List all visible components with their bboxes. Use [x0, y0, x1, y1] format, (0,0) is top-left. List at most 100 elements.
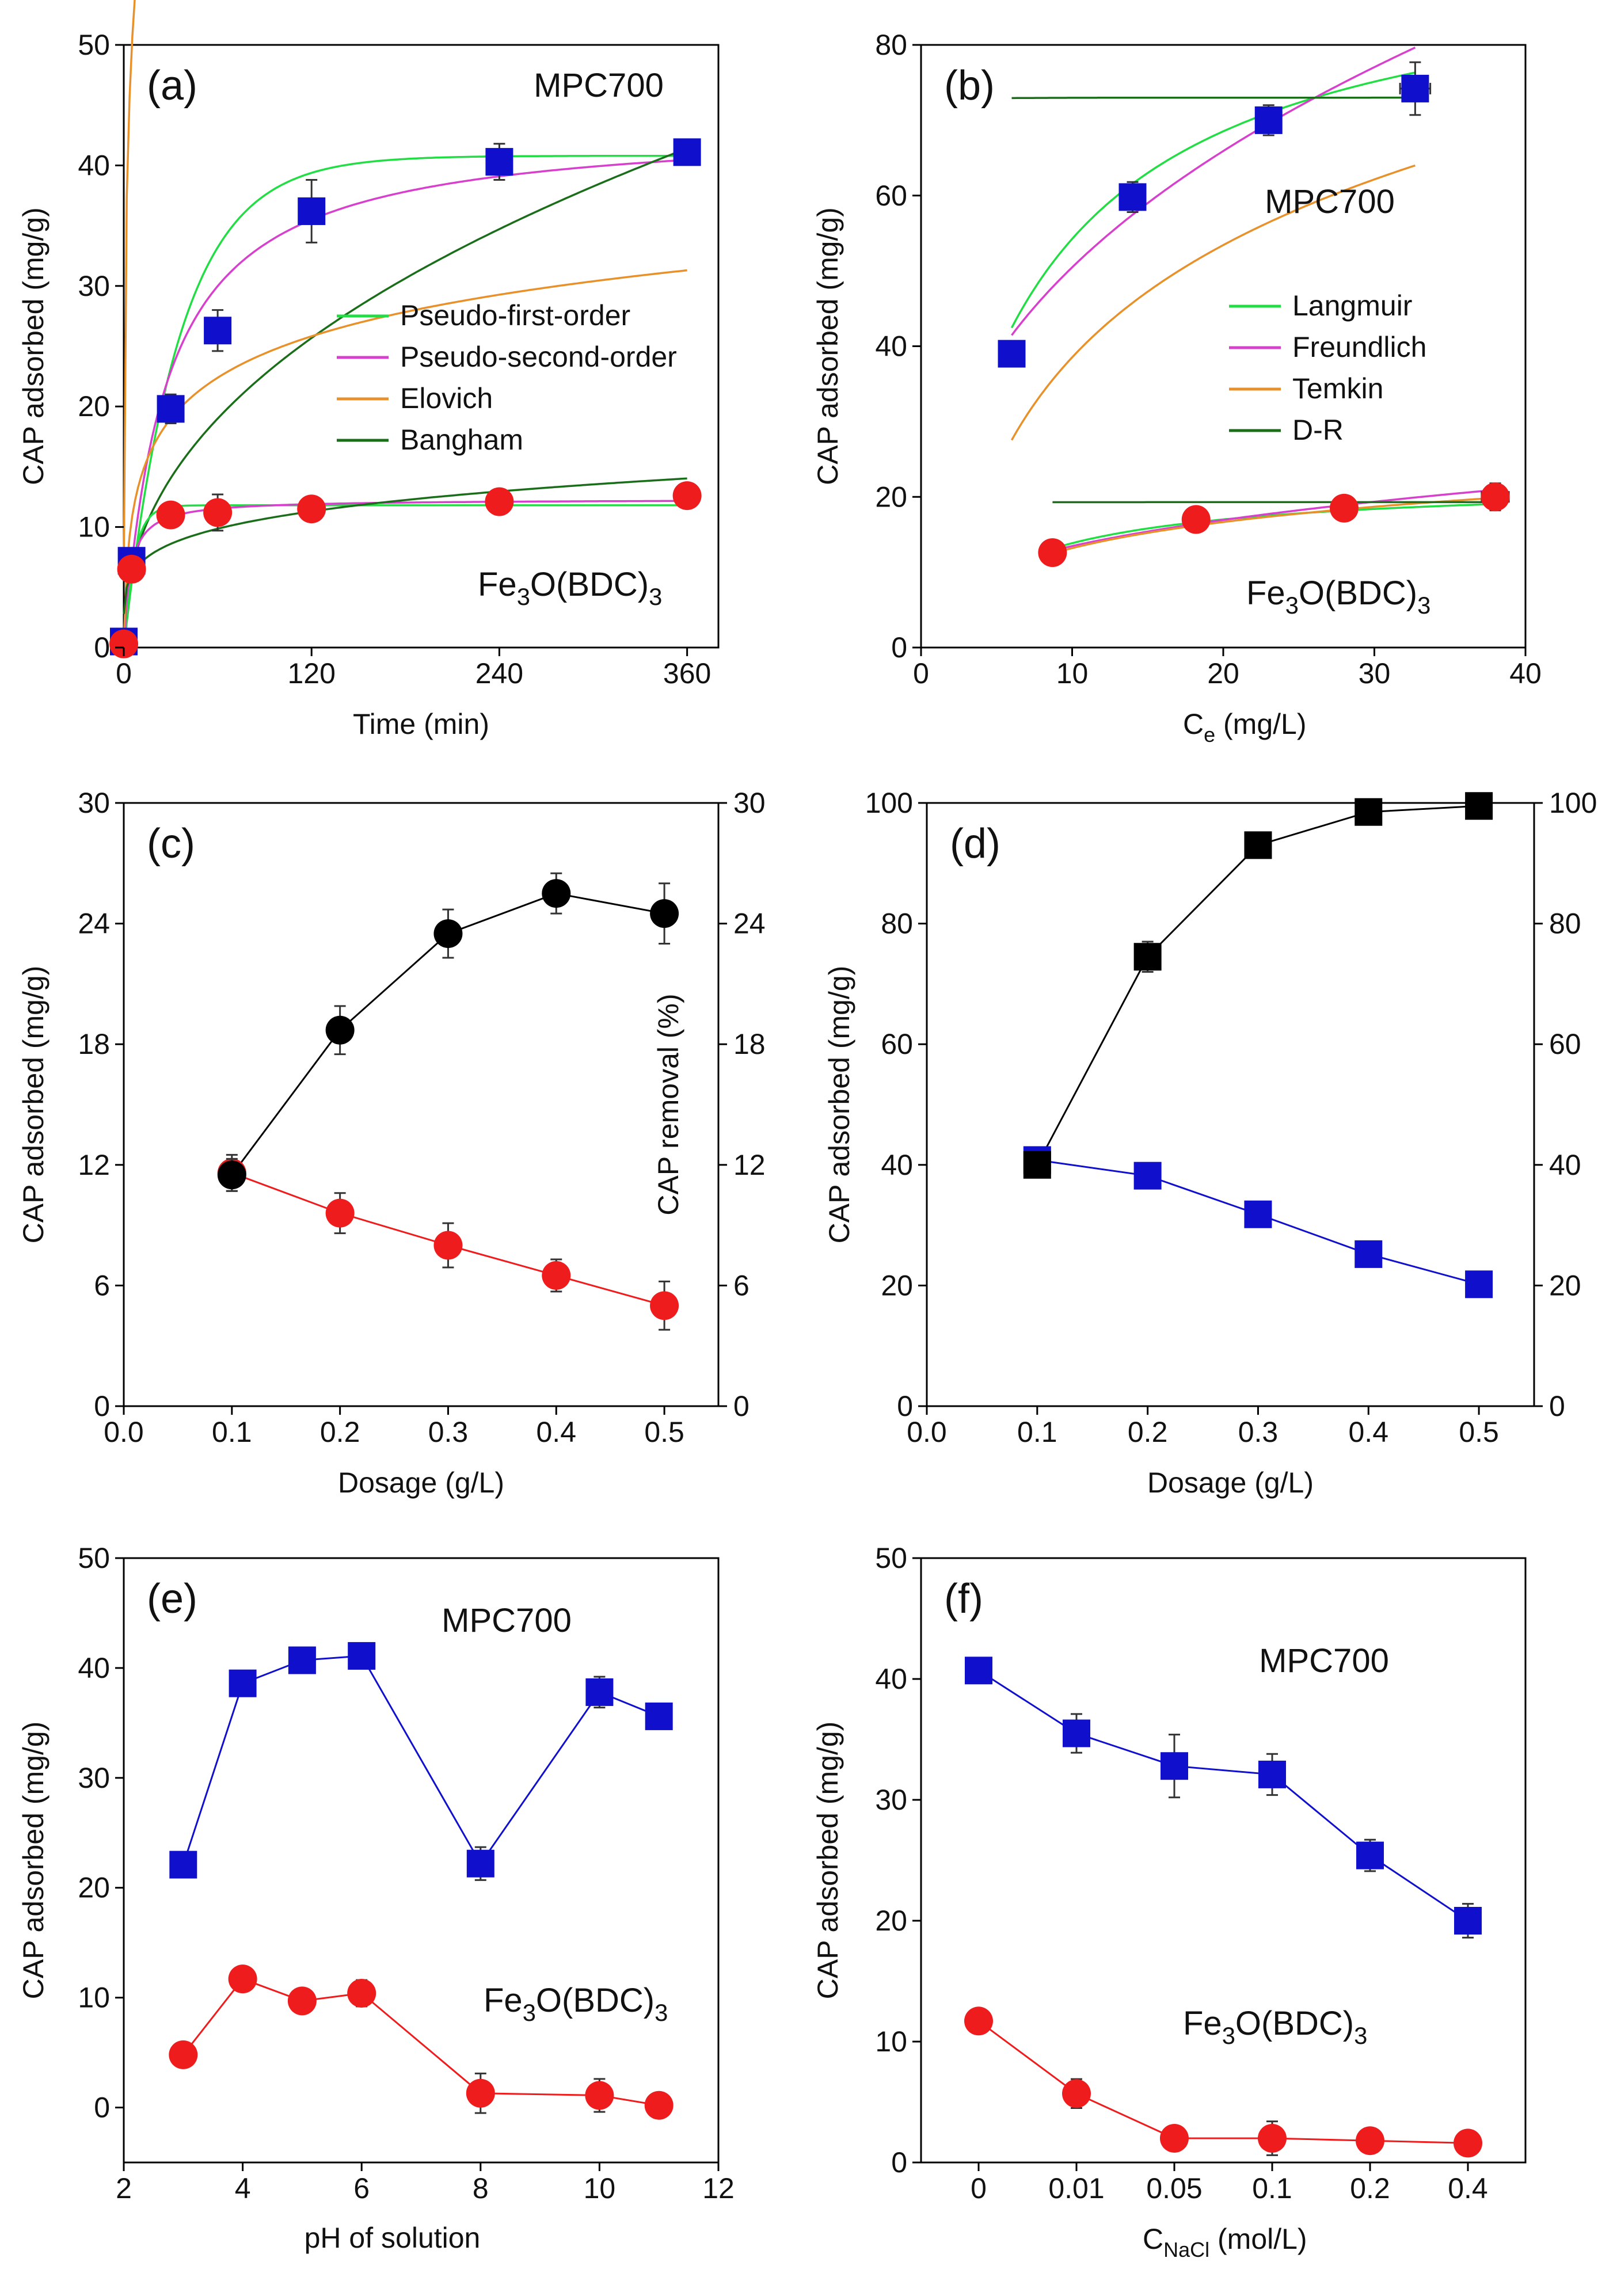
- x-axis-label: Time (min): [353, 708, 489, 740]
- fe3o-bdc3-label-sub: 3: [517, 583, 530, 610]
- x-tick-label: 6: [353, 2172, 370, 2204]
- legend-label: Bangham: [400, 424, 523, 456]
- data-point: [157, 395, 185, 423]
- data-point: [542, 1261, 571, 1290]
- data-point: [1356, 1841, 1384, 1869]
- x-tick-label: 40: [1509, 657, 1542, 690]
- fe3o-bdc3-label-part: Fe: [1183, 2005, 1222, 2042]
- y2-tick-label: 12: [733, 1149, 766, 1181]
- data-point: [672, 481, 702, 511]
- legend-label: Freundlich: [1292, 331, 1426, 363]
- series-line: [978, 2020, 1468, 2144]
- y-tick-label: 18: [78, 1028, 110, 1060]
- y-axis-label: CAP adsorbed (mg/g): [823, 966, 855, 1244]
- x-axis-label-part: (mol/L): [1209, 2223, 1307, 2255]
- panel-label: (f): [944, 1576, 983, 1622]
- legend-label: Pseudo-second-order: [400, 341, 677, 373]
- y-tick-label: 0: [94, 631, 110, 664]
- y-tick-label: 10: [875, 2025, 907, 2058]
- panel-label: (e): [147, 1576, 197, 1622]
- x-tick-label: 0.2: [1350, 2172, 1390, 2204]
- data-point: [109, 629, 138, 658]
- y-axis-label: CAP adsorbed (mg/g): [17, 1722, 50, 2000]
- y-tick-label: 40: [881, 1149, 913, 1181]
- fit-curve-pfo: [123, 154, 687, 646]
- fe3o-bdc3-label: Fe3O(BDC)3: [1183, 2005, 1367, 2049]
- mpc700-label: MPC700: [1265, 183, 1395, 220]
- x-tick-label: 0.2: [1128, 1416, 1168, 1448]
- series-line: [978, 1670, 1468, 1922]
- fe3o-bdc3-label: Fe3O(BDC)3: [478, 566, 662, 610]
- y-tick-label: 30: [78, 1762, 110, 1794]
- y-tick-label: 50: [875, 1542, 907, 1574]
- x-axis-label-part: C: [1143, 2223, 1163, 2255]
- x-axis-label-sub: NaCl: [1163, 2238, 1209, 2261]
- data-point: [156, 500, 185, 530]
- fe3o-bdc3-label-sub: 3: [649, 583, 662, 610]
- x-tick-label: 0.5: [1459, 1416, 1499, 1448]
- x-tick-label: 240: [475, 657, 523, 690]
- data-point: [650, 899, 679, 928]
- data-point: [1244, 1200, 1272, 1228]
- panel-label: (d): [950, 821, 1000, 867]
- y-tick-label: 40: [875, 330, 907, 363]
- data-point: [169, 1850, 197, 1879]
- x-tick-label: 0.05: [1146, 2172, 1202, 2204]
- data-point: [1063, 1719, 1090, 1747]
- fit-curve-langmuir: [1052, 502, 1496, 550]
- data-point: [1023, 1151, 1051, 1179]
- data-point: [433, 919, 463, 949]
- x-axis-label: pH of solution: [305, 2222, 481, 2254]
- y-tick-label: 40: [78, 1652, 110, 1684]
- y-axis-label: CAP adsorbed (mg/g): [17, 966, 50, 1244]
- data-point: [1465, 792, 1493, 820]
- x-tick-label: 0.4: [537, 1416, 577, 1448]
- data-point: [1481, 482, 1510, 512]
- data-point: [1244, 831, 1272, 859]
- data-point: [348, 1642, 376, 1670]
- mpc700-label: MPC700: [534, 67, 664, 104]
- y-tick-label: 40: [875, 1663, 907, 1695]
- data-point: [433, 1231, 463, 1260]
- y-tick-label: 80: [881, 908, 913, 940]
- data-point: [347, 1979, 376, 2008]
- x-tick-label: 120: [287, 657, 335, 690]
- fe3o-bdc3-label-part: Fe: [478, 566, 517, 603]
- data-point: [965, 1657, 992, 1685]
- y2-tick-label: 30: [733, 787, 766, 819]
- data-point: [288, 1646, 316, 1674]
- y-tick-label: 20: [78, 390, 110, 422]
- fe3o-bdc3-label-sub: 3: [1354, 2022, 1367, 2049]
- plot-frame-a: [123, 44, 720, 649]
- y-tick-label: 10: [78, 1982, 110, 2014]
- y-tick-label: 0: [891, 2146, 907, 2179]
- data-point: [485, 487, 514, 516]
- data-point: [1133, 1162, 1162, 1190]
- x-tick-label: 0.0: [104, 1416, 144, 1448]
- data-point: [1160, 2124, 1189, 2153]
- x-axis-label-part: (mg/L): [1215, 708, 1306, 740]
- x-tick-label: 0.3: [428, 1416, 469, 1448]
- data-point: [585, 2081, 614, 2110]
- fe3o-bdc3-label-sub: 3: [523, 1999, 536, 2026]
- data-point: [485, 148, 513, 176]
- data-point: [169, 2040, 198, 2069]
- fit-curve-freundlich: [1052, 489, 1496, 552]
- data-point: [298, 197, 326, 225]
- y-tick-label: 0: [891, 631, 907, 664]
- x-tick-label: 0.4: [1349, 1416, 1389, 1448]
- data-point: [1038, 538, 1067, 568]
- y2-tick-label: 6: [733, 1269, 749, 1301]
- x-tick-label: 0.5: [644, 1416, 684, 1448]
- panel-label: (c): [147, 821, 195, 867]
- data-point: [229, 1669, 257, 1697]
- fe3o-bdc3-label: Fe3O(BDC)3: [484, 1982, 668, 2026]
- x-axis-label: Dosage (g/L): [1147, 1467, 1314, 1499]
- y2-tick-label: 20: [1549, 1269, 1581, 1301]
- y-tick-label: 80: [875, 29, 907, 61]
- x-tick-label: 20: [1207, 657, 1239, 690]
- data-point: [325, 1015, 355, 1045]
- fit-curve-temkin: [1010, 164, 1416, 441]
- plot-frame-c: [123, 802, 720, 1407]
- data-point: [1133, 943, 1162, 971]
